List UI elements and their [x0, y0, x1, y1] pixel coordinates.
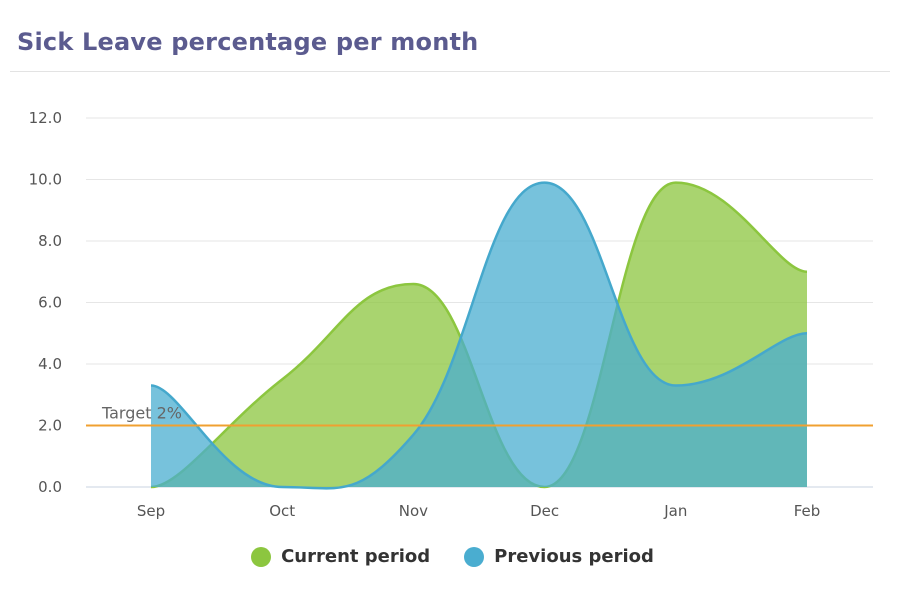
chart-title: Sick Leave percentage per month: [17, 28, 479, 56]
legend-label-current: Current period: [281, 546, 431, 567]
x-axis: Sep Oct Nov Dec Jan Feb: [137, 502, 820, 520]
x-tick-label: Nov: [399, 502, 428, 520]
y-tick-label: 8.0: [38, 232, 62, 250]
y-tick-label: 10.0: [29, 171, 62, 189]
legend: Current period Previous period: [0, 546, 905, 567]
y-tick-label: 0.0: [38, 478, 62, 496]
title-divider: [10, 71, 890, 72]
y-tick-label: 12.0: [29, 109, 62, 127]
legend-item-current[interactable]: Current period: [251, 546, 430, 567]
series-areas: [147, 179, 811, 491]
x-tick-label: Feb: [794, 502, 821, 520]
area-chart: 0.0 2.0 4.0 6.0 8.0 10.0 12.0 Target 2% Sep Oct…: [29, 109, 873, 520]
point-current-nov[interactable]: [409, 280, 417, 288]
legend-label-previous: Previous period: [494, 546, 654, 567]
point-previous-feb[interactable]: [803, 329, 811, 337]
area-previous-period: [151, 182, 807, 489]
y-tick-label: 6.0: [38, 294, 62, 312]
target-line-group: Target 2%: [86, 404, 873, 427]
point-previous-dec[interactable]: [541, 179, 549, 187]
x-tick-label: Dec: [530, 502, 559, 520]
target-label: Target 2%: [101, 404, 182, 423]
y-tick-label: 2.0: [38, 417, 62, 435]
line-previous-period: [150, 181, 808, 490]
point-previous-nov[interactable]: [409, 431, 417, 439]
legend-marker-current: [251, 546, 272, 567]
point-current-jan[interactable]: [672, 179, 680, 187]
y-tick-label: 4.0: [38, 355, 62, 373]
y-axis: 0.0 2.0 4.0 6.0 8.0 10.0 12.0: [29, 109, 62, 496]
x-tick-label: Oct: [269, 502, 295, 520]
point-current-oct[interactable]: [278, 375, 286, 383]
point-previous-oct[interactable]: [278, 483, 286, 491]
x-tick-label: Jan: [663, 502, 687, 520]
point-previous-sep[interactable]: [147, 382, 155, 390]
legend-marker-previous: [464, 546, 485, 567]
point-previous-jan[interactable]: [672, 382, 680, 390]
legend-item-previous[interactable]: Previous period: [464, 546, 654, 567]
point-current-feb[interactable]: [803, 268, 811, 276]
x-tick-label: Sep: [137, 502, 165, 520]
